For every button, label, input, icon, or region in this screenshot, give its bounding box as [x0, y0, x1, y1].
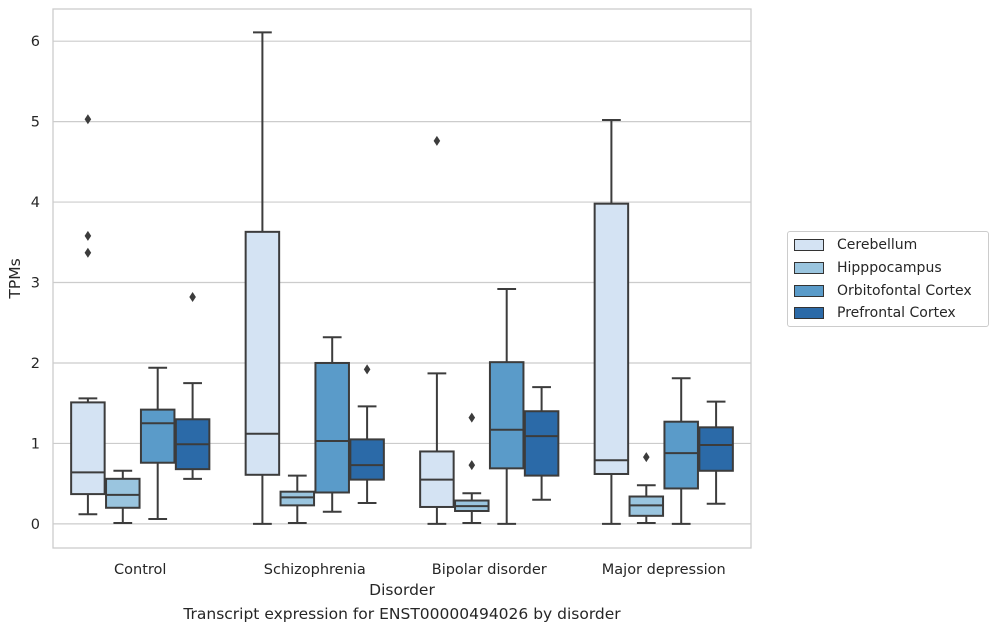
box — [488, 361, 525, 470]
figure-caption: Transcript expression for ENST0000049402… — [183, 605, 621, 623]
y-tick-label: 0 — [31, 517, 40, 533]
outlier-point — [468, 412, 476, 423]
box — [698, 426, 734, 472]
x-tick-label: Bipolar disorder — [432, 562, 547, 578]
y-tick-label: 2 — [31, 356, 40, 372]
box — [663, 420, 699, 490]
box — [349, 438, 385, 481]
x-tick-label: Control — [114, 562, 166, 578]
legend-item-hippocampus: Hipppocampus — [794, 259, 942, 277]
outlier-point — [84, 114, 92, 125]
x-tick-label: Schizophrenia — [264, 562, 366, 578]
box — [70, 401, 106, 496]
outlier-point — [363, 364, 371, 375]
legend-label: Prefrontal Cortex — [837, 305, 956, 321]
legend-label: Cerebellum — [837, 237, 918, 253]
legend-item-prefrontal-cortex: Prefrontal Cortex — [794, 304, 956, 322]
box — [139, 408, 176, 464]
plot-frame — [52, 8, 752, 549]
box — [523, 410, 560, 477]
box — [593, 202, 630, 475]
legend-item-cerebellum: Cerebellum — [794, 236, 917, 254]
box — [244, 230, 281, 476]
legend-swatch — [794, 307, 824, 319]
y-tick-label: 5 — [31, 115, 40, 131]
outlier-point — [84, 230, 92, 241]
outlier-point — [189, 292, 196, 303]
outlier-point — [643, 452, 650, 463]
y-tick-label: 1 — [31, 436, 40, 452]
outlier-point — [84, 247, 92, 258]
legend-swatch — [794, 262, 824, 274]
box — [105, 477, 141, 509]
y-tick-label: 4 — [31, 195, 40, 211]
box — [314, 361, 350, 494]
legend-label: Orbitofontal Cortex — [837, 283, 972, 299]
legend-item-orbitofrontal-cortex: Orbitofontal Cortex — [794, 282, 972, 300]
box-series — [70, 31, 734, 525]
legend: Cerebellum Hipppocampus Orbitofontal Cor… — [787, 231, 989, 327]
legend-label: Hipppocampus — [837, 260, 942, 276]
x-axis-label: Disorder — [369, 581, 435, 599]
y-tick-label: 6 — [31, 34, 40, 50]
y-axis-label: TPMs — [6, 258, 24, 299]
legend-swatch — [794, 285, 824, 297]
legend-swatch — [794, 239, 824, 251]
y-axis-ticks: 0 1 2 3 4 5 6 — [31, 34, 40, 533]
x-tick-label: Major depression — [602, 562, 726, 578]
x-axis-ticks: Control Schizophrenia Bipolar disorder Majo… — [114, 562, 726, 578]
outlier-point — [433, 135, 441, 146]
outlier-point — [468, 460, 476, 471]
box — [279, 490, 316, 507]
y-tick-label: 3 — [31, 276, 40, 292]
